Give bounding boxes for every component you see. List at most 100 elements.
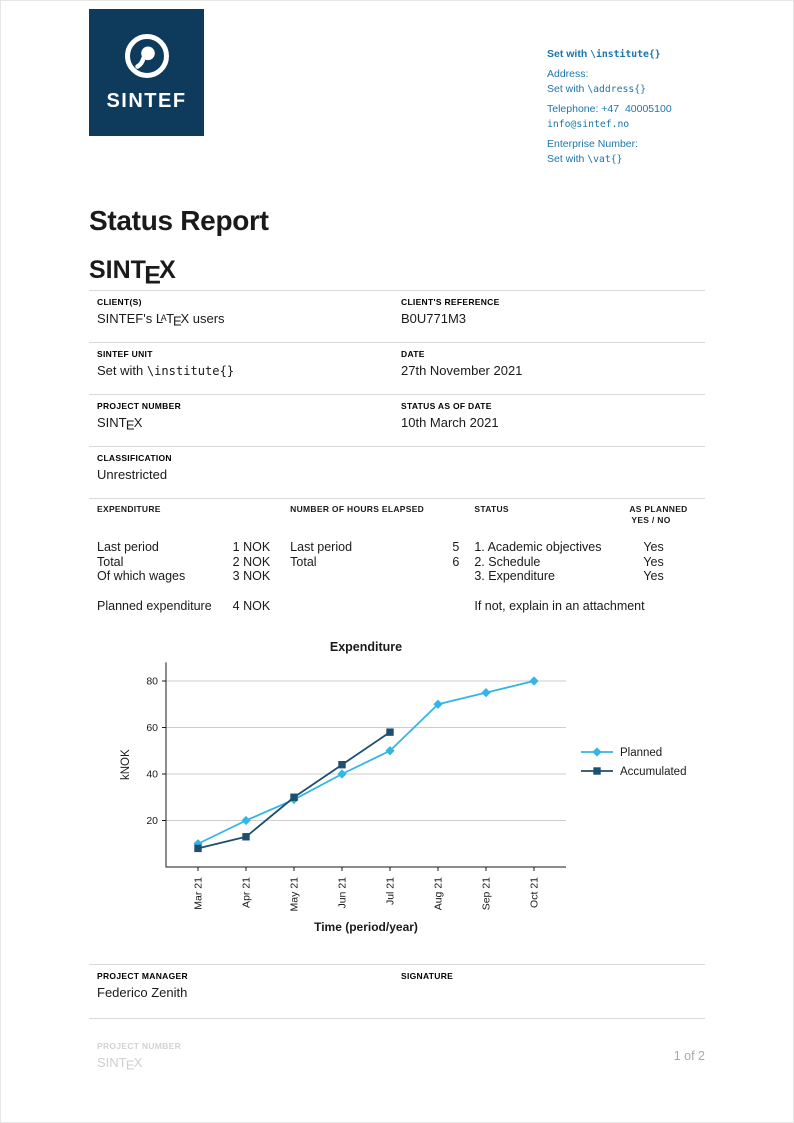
svg-text:Aug 21: Aug 21 xyxy=(433,877,445,910)
row-label: Last period xyxy=(97,540,159,555)
svg-text:20: 20 xyxy=(146,815,158,827)
status-note-text: If not, explain in an attachment xyxy=(474,598,645,613)
svg-text:Oct 21: Oct 21 xyxy=(529,877,541,908)
status-date-label: STATUS AS OF DATE xyxy=(401,401,492,412)
row-value: 5 xyxy=(452,540,460,555)
signature-label: SIGNATURE xyxy=(401,971,454,982)
svg-text:Jun 21: Jun 21 xyxy=(337,877,349,909)
project-number-value: SINTEX xyxy=(97,415,401,433)
svg-text:May 21: May 21 xyxy=(289,877,301,912)
table-row: Total 6 xyxy=(290,555,459,570)
hours-header: NUMBER OF HOURS ELAPSED xyxy=(290,504,425,515)
contact-institute-line: Set with \institute{} xyxy=(547,47,705,63)
report-title: Status Report xyxy=(89,204,269,236)
page-number: 1 of 2 xyxy=(673,1049,705,1064)
row-label: 3. Expenditure xyxy=(474,569,555,584)
as-planned-column: AS PLANNED YES / NO Yes Yes Yes xyxy=(629,504,705,613)
contact-email[interactable]: info@sintef.no xyxy=(547,119,630,130)
row-value: 3 NOK xyxy=(232,569,271,584)
project-manager-label: PROJECT MANAGER xyxy=(97,971,188,982)
field-row-unit: SINTEF UNIT Set with \institute{} DATE 2… xyxy=(89,342,705,394)
svg-text:Accumulated: Accumulated xyxy=(620,766,686,778)
page-footer: PROJECT NUMBER SINTEX 1 of 2 xyxy=(89,1018,705,1118)
sintef-unit-label: SINTEF UNIT xyxy=(97,349,153,360)
contact-address-code: \address{} xyxy=(587,84,646,95)
svg-text:60: 60 xyxy=(146,722,158,734)
row-value: Yes xyxy=(643,554,664,569)
sintex-logo-pre: SINT xyxy=(89,256,146,285)
svg-text:Expenditure: Expenditure xyxy=(330,640,402,654)
project-number-x: X xyxy=(133,415,143,431)
header: SINTEF Set with \institute{} Address: Se… xyxy=(89,1,705,168)
contact-address-line: Set with \address{} xyxy=(547,82,705,98)
svg-text:Planned: Planned xyxy=(620,747,662,759)
contact-vat-line: Set with \vat{} xyxy=(547,152,705,168)
footer-project-number-value: SINTEX xyxy=(89,1055,705,1073)
field-classification: CLASSIFICATION Unrestricted xyxy=(89,453,401,482)
table-row: Last period 1 NOK xyxy=(97,540,270,555)
status-note: If not, explain in an attachment xyxy=(474,599,644,614)
field-signature: SIGNATURE xyxy=(401,971,705,1000)
table-row: 3. Expenditure xyxy=(474,569,619,584)
field-row-clients: CLIENT(S) SINTEF's LATEX users CLIENT'S … xyxy=(89,290,705,342)
signoff-row: PROJECT MANAGER Federico Zenith SIGNATUR… xyxy=(89,964,705,1018)
row-value: 6 xyxy=(452,554,460,569)
field-sintef-unit: SINTEF UNIT Set with \institute{} xyxy=(89,349,401,378)
svg-text:40: 40 xyxy=(146,769,158,781)
client-reference-label: CLIENT'S REFERENCE xyxy=(401,297,500,308)
status-column: STATUS 1. Academic objectives 2. Schedul… xyxy=(474,504,644,614)
field-row-project: PROJECT NUMBER SINTEX STATUS AS OF DATE … xyxy=(89,394,705,446)
table-row: Of which wages 3 NOK xyxy=(97,569,270,584)
latex-l: L xyxy=(155,311,164,327)
contact-institute-code: \institute{} xyxy=(590,49,661,60)
table-spacer xyxy=(97,584,270,599)
table-row: Planned expenditure 4 NOK xyxy=(97,599,270,614)
row-label: 1. Academic objectives xyxy=(474,540,602,555)
classification-value: Unrestricted xyxy=(97,467,168,483)
svg-text:kNOK: kNOK xyxy=(120,749,132,780)
status-header: STATUS xyxy=(474,504,509,515)
contact-address-pre: Set with xyxy=(547,83,588,95)
row-label: Total xyxy=(290,554,317,569)
hours-column: NUMBER OF HOURS ELAPSED Last period 5 Tot… xyxy=(290,504,459,613)
table-row: 1. Academic objectives xyxy=(474,540,619,555)
sintef-logo: SINTEF xyxy=(89,9,204,136)
svg-text:Time (period/year): Time (period/year) xyxy=(314,920,418,934)
table-row: Last period 5 xyxy=(290,540,459,555)
contact-block: Set with \institute{} Address: Set with … xyxy=(547,9,705,168)
expenditure-column: EXPENDITURE Last period 1 NOK Total 2 NOK … xyxy=(89,504,270,613)
footer-project-number-label: PROJECT NUMBER xyxy=(97,1041,182,1052)
latex-logo: LATEX xyxy=(155,311,190,329)
project-number-label: PROJECT NUMBER xyxy=(97,401,182,412)
contact-institute-pre: Set with xyxy=(547,48,591,60)
field-date: DATE 27th November 2021 xyxy=(401,349,705,378)
row-label: Planned expenditure xyxy=(97,598,212,613)
latex-x: X xyxy=(180,311,190,327)
field-clients: CLIENT(S) SINTEF's LATEX users xyxy=(89,297,401,329)
row-label: Total xyxy=(97,554,124,569)
sintef-logo-text: SINTEF xyxy=(106,90,187,112)
as-planned-header-line2: YES / NO xyxy=(631,515,671,526)
clients-value-pre: SINTEF's xyxy=(97,311,156,327)
footer-value-x: X xyxy=(133,1055,143,1071)
table-spacer xyxy=(474,584,619,599)
row-label: 2. Schedule xyxy=(474,554,541,569)
expenditure-chart-section: 20 40 60 80 Mar 21 Apr 21 May 21 Jun 21 Jul 21 Au… xyxy=(89,635,705,940)
table-row: 2. Schedule xyxy=(474,555,619,570)
sintex-logo-e: E xyxy=(144,261,161,290)
sintef-unit-code: \institute{} xyxy=(146,364,235,379)
sintef-unit-pre: Set with xyxy=(97,363,147,379)
field-client-reference: CLIENT'S REFERENCE B0U771M3 xyxy=(401,297,705,326)
project-number-pre: SINT xyxy=(97,415,127,431)
svg-text:Apr 21: Apr 21 xyxy=(241,877,253,908)
svg-text:Sep 21: Sep 21 xyxy=(481,877,493,910)
footer-value-e: E xyxy=(125,1057,135,1073)
row-label: Of which wages xyxy=(97,569,186,584)
clients-label: CLIENT(S) xyxy=(97,297,142,308)
row-value: Yes xyxy=(643,569,664,584)
clients-value-post: users xyxy=(189,311,225,327)
svg-text:Mar 21: Mar 21 xyxy=(193,877,205,910)
project-manager-name: Federico Zenith xyxy=(97,985,188,1001)
svg-text:80: 80 xyxy=(146,676,158,688)
